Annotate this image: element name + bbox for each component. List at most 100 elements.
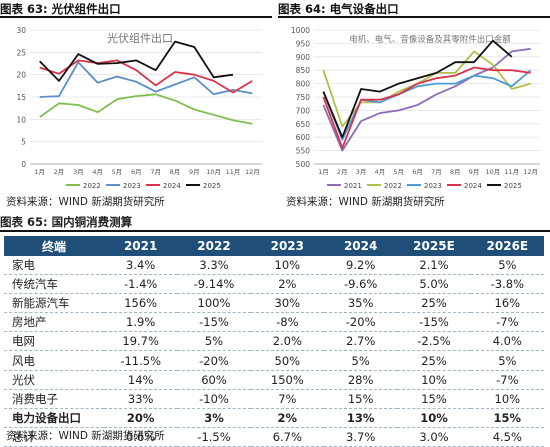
table-cell: 5% [323, 350, 398, 371]
y-tick-label: 1000 [291, 26, 310, 35]
table-cell: -15% [177, 312, 251, 333]
x-tick-label: 9月 [189, 168, 200, 176]
x-tick-label: 3月 [73, 168, 84, 176]
table-header-cell: 2023 [250, 236, 324, 256]
x-tick-label: 5月 [112, 168, 123, 176]
table-cell: -20% [323, 312, 398, 333]
table-cell: 光伏 [4, 370, 104, 390]
table-cell: 150% [250, 370, 324, 390]
y-tick-label: 25 [16, 48, 26, 57]
chart-title: 光伏组件出口 [107, 31, 173, 45]
x-tick-label: 7月 [431, 168, 442, 176]
legend-label: 2022 [384, 182, 402, 190]
table-body: 家电 3.4% 3.3% 10% 9.2% 2.1% 5% 传统汽车 -1.4% -9.14% 2%… [4, 256, 544, 447]
x-tick-label: 11月 [226, 168, 241, 176]
table-cell: 2.0% [250, 331, 324, 352]
table-cell: 20% [104, 408, 178, 428]
table-cell: 总计 [4, 427, 104, 447]
x-tick-label: 12月 [523, 168, 538, 176]
table-cell: 电力设备出口 [4, 408, 104, 428]
table-cell: 2% [250, 408, 324, 428]
table-cell: 60% [177, 370, 251, 390]
table-cell: 13% [323, 408, 398, 428]
series-line-2022 [39, 93, 253, 125]
table-row: 新能源汽车 156% 100% 30% 35% 25% 16% [4, 293, 544, 314]
legend-label: 2024 [163, 182, 181, 190]
series-line-2025 [322, 39, 513, 139]
x-tick-label: 7月 [150, 168, 161, 176]
y-tick-label: 20 [16, 71, 26, 80]
table-header-cell: 2024 [323, 236, 398, 256]
table-cell: 2.7% [323, 331, 398, 352]
x-tick-label: 4月 [375, 168, 386, 176]
y-tick-label: 500 [296, 160, 311, 169]
table-cell: 房地产 [4, 312, 104, 333]
table-row: 光伏 14% 60% 150% 28% 10% -7% [4, 370, 544, 390]
table-cell: 50% [250, 350, 324, 371]
table-cell: 19.7% [104, 331, 178, 352]
x-tick-label: 5月 [393, 168, 404, 176]
legend-label: 2025 [203, 182, 221, 190]
chart-64: 500 550 600 650 700 750 800 850 900 950 1000 1月 2月 3月… [291, 26, 540, 190]
table-cell: -15% [397, 312, 471, 333]
table-cell: 消费电子 [4, 389, 104, 409]
table-header-cell: 2021 [104, 236, 178, 256]
x-tick-label: 3月 [356, 168, 367, 176]
table-header-row: 终端 2021 2022 2023 2024 2025E 2026E [4, 236, 544, 256]
table-cell: -11.5% [104, 350, 178, 371]
table-header-cell: 2022 [177, 236, 251, 256]
table-cell: 100% [177, 293, 251, 314]
y-tick-label: 600 [296, 133, 311, 142]
table-row: 传统汽车 -1.4% -9.14% 2% -9.6% 5.0% -3.8% [4, 274, 544, 295]
x-tick-label: 8月 [450, 168, 461, 176]
y-tick-label: 750 [296, 93, 311, 102]
y-tick-label: 30 [16, 26, 26, 35]
table-cell: 1.9% [104, 312, 178, 333]
figure-64-source: 资料来源：WIND 新湖期货研究所 [286, 196, 445, 208]
series-line-2023 [39, 61, 253, 98]
figure-63-heading: 图表 63: 光伏组件出口 [0, 2, 121, 16]
table-cell: 3.3% [177, 256, 251, 276]
series-line-2021 [322, 47, 531, 152]
table-row: 家电 3.4% 3.3% 10% 9.2% 2.1% 5% [4, 256, 544, 276]
table-cell: -1.4% [104, 274, 178, 295]
table-cell: 16% [470, 293, 544, 314]
y-tick-label: 5 [21, 138, 26, 147]
table-cell: 9.2% [323, 256, 398, 276]
table-cell: 28% [323, 370, 398, 390]
x-tick-label: 8月 [170, 168, 181, 176]
chart-title: 电机、电气、音像设备及其零附件出口金额 [349, 34, 511, 45]
table-row: 电力设备出口 20% 3% 2% 13% 10% 15% [4, 408, 544, 428]
table-header-cell: 2026E [470, 236, 544, 256]
table-row: 消费电子 33% -10% 7% 15% 15% 10% [4, 389, 544, 409]
table-cell: -2.5% [397, 331, 471, 352]
table-row: 电网 19.7% 5% 2.0% 2.7% -2.5% 4.0% [4, 331, 544, 352]
table-cell: -3.8% [470, 274, 544, 295]
table-cell: 5% [470, 256, 544, 276]
series-line-2024 [322, 66, 531, 149]
figure-65-heading: 图表 65: 国内铜消费测算 [0, 212, 550, 232]
figure-63-source: 资料来源：WIND 新湖期货研究所 [6, 196, 165, 208]
table-cell: 2% [250, 274, 324, 295]
table-header-cell: 终端 [4, 236, 104, 256]
x-tick-label: 6月 [412, 168, 423, 176]
table-cell: 14% [104, 370, 178, 390]
table-cell: 电网 [4, 331, 104, 352]
table-cell: 3.4% [104, 256, 178, 276]
table-cell: -8% [250, 312, 324, 333]
table-cell: -20% [177, 350, 251, 371]
y-tick-label: 650 [296, 120, 311, 129]
series-line-2024 [39, 59, 253, 94]
y-tick-label: 10 [16, 115, 26, 124]
x-tick-label: 10月 [486, 168, 501, 176]
x-tick-label: 2月 [54, 168, 65, 176]
x-tick-label: 2月 [337, 168, 348, 176]
x-tick-label: 11月 [504, 168, 519, 176]
table-row: 总计 0.6% -1.5% 6.7% 3.7% 3.0% 4.5% [4, 427, 544, 447]
figure-65-heading-text: 图表 65: 国内铜消费测算 [0, 215, 133, 229]
table-cell: 家电 [4, 256, 104, 276]
table-cell: 10% [397, 408, 471, 428]
table-cell: 15% [397, 389, 471, 409]
legend-label: 2023 [424, 182, 442, 190]
